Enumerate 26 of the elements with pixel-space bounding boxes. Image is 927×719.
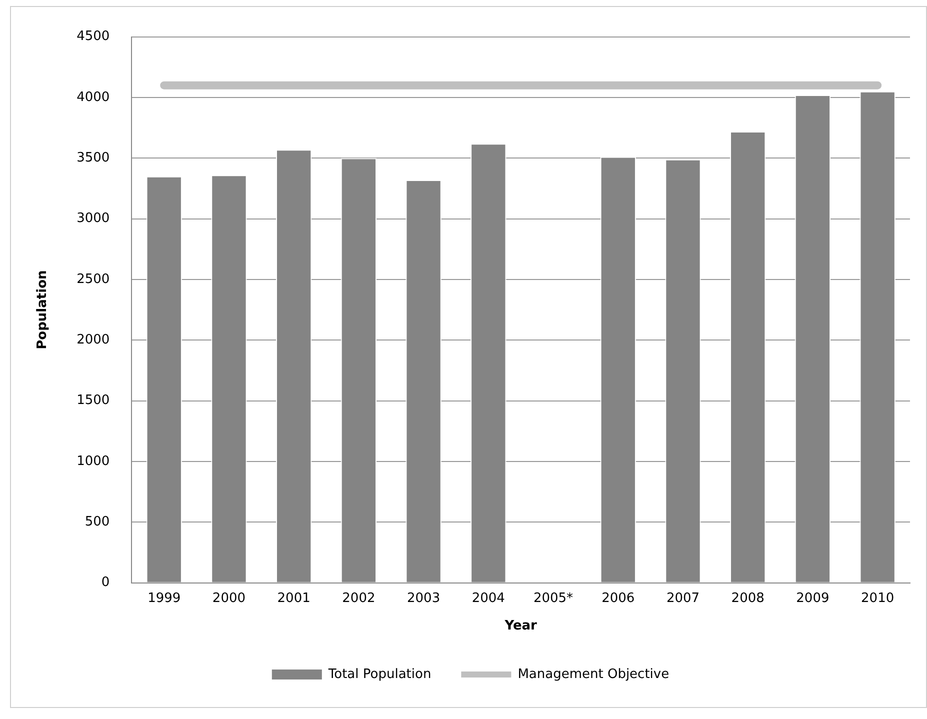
- x-tick-label: 2005*: [533, 590, 574, 606]
- y-tick-label: 1000: [76, 454, 110, 469]
- y-tick-label: 1500: [76, 393, 110, 408]
- x-tick-label: 1999: [148, 590, 181, 606]
- x-tick-label: 2004: [472, 590, 505, 606]
- y-tick-label: 2500: [76, 272, 110, 287]
- y-tick-label: 0: [101, 575, 110, 590]
- x-tick-label: 2009: [796, 590, 830, 606]
- x-tick-label: 2000: [212, 590, 246, 606]
- legend-label: Management Objective: [518, 666, 670, 682]
- y-tick-label: 500: [84, 514, 110, 530]
- y-tick-label: 4000: [76, 90, 110, 105]
- x-tick-label: 2007: [666, 590, 700, 606]
- x-tick-label: 2003: [407, 590, 440, 606]
- y-tick-label: 3500: [76, 150, 110, 166]
- x-axis-title: Year: [504, 618, 538, 634]
- x-tick-label: 2002: [342, 590, 376, 606]
- legend-label: Total Population: [327, 666, 432, 682]
- x-tick-label: 2006: [602, 590, 635, 606]
- x-tick-label: 2008: [731, 590, 764, 606]
- y-axis-title: Population: [35, 270, 50, 350]
- x-tick-label: 2001: [277, 590, 310, 606]
- x-tick-label: 2010: [861, 590, 894, 606]
- y-tick-label: 2000: [76, 332, 110, 348]
- y-tick-label: 4500: [76, 29, 110, 44]
- y-tick-label: 3000: [76, 211, 110, 226]
